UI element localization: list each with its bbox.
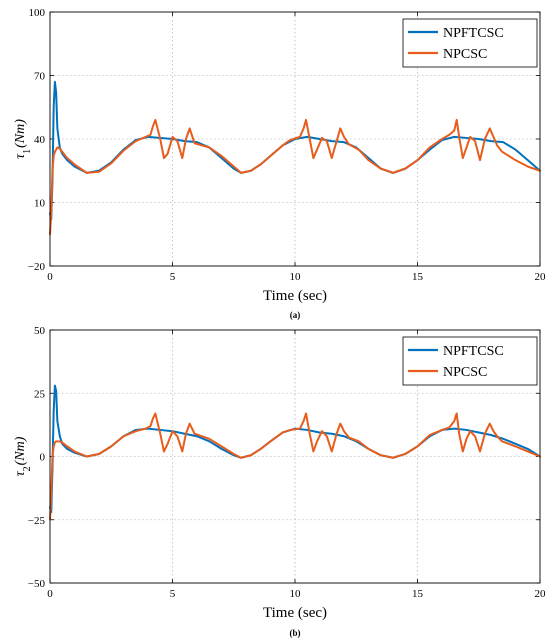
legend-box <box>402 18 538 68</box>
x-axis-label: Time (sec) <box>263 605 327 621</box>
series-group <box>49 384 541 521</box>
series-group <box>49 80 541 236</box>
x-tick-label: 0 <box>47 588 53 600</box>
chart-panel-b: 0 5 10 15 20 50 25 0 −25 −50 Time (sec) τ2(Nm) (b) NP… <box>13 325 546 638</box>
x-tick-label: 10 <box>290 588 302 600</box>
axes-frame <box>49 329 541 584</box>
y-axis: 50 25 0 −25 −50 <box>28 325 540 590</box>
x-tick-label: 0 <box>47 271 53 283</box>
y-tick-label: −20 <box>28 261 46 273</box>
legend: NPFTCSC NPCSC <box>402 336 538 386</box>
y-tick-label: −50 <box>28 578 46 590</box>
y-tick-label: 0 <box>40 452 46 464</box>
y-tick-label: 10 <box>34 198 46 210</box>
legend-label-npftcsc: NPFTCSC <box>443 344 504 359</box>
y-label-unit: (Nm) <box>13 119 28 148</box>
y-label-symbol: τ <box>13 470 28 476</box>
y-tick-label: 40 <box>34 134 46 146</box>
y-label-symbol: τ <box>13 153 28 159</box>
legend: NPFTCSC NPCSC <box>402 18 538 68</box>
x-tick-label: 20 <box>535 588 547 600</box>
subfigure-label: (b) <box>290 628 301 638</box>
x-tick-label: 10 <box>290 271 302 283</box>
axes-frame <box>49 11 541 267</box>
x-axis-label: Time (sec) <box>263 288 327 304</box>
y-tick-label: 100 <box>29 7 46 19</box>
series-line-npcsc <box>49 412 541 521</box>
x-tick-label: 20 <box>535 271 547 283</box>
y-axis-label: τ2(Nm) <box>13 436 33 476</box>
subfigure-label: (a) <box>290 310 301 320</box>
legend-box <box>402 336 538 386</box>
y-label-subscript: 2 <box>22 466 33 471</box>
legend-label-npcsc: NPCSC <box>443 47 487 62</box>
y-tick-label: 50 <box>34 325 46 337</box>
x-tick-label: 5 <box>170 588 176 600</box>
x-tick-label: 15 <box>412 271 424 283</box>
x-tick-label: 5 <box>170 271 176 283</box>
legend-label-npcsc: NPCSC <box>443 365 487 380</box>
y-tick-label: −25 <box>28 515 46 527</box>
legend-label-npftcsc: NPFTCSC <box>443 26 504 41</box>
y-tick-label: 25 <box>34 388 46 400</box>
y-tick-label: 70 <box>34 71 46 83</box>
x-tick-label: 15 <box>412 588 424 600</box>
y-axis-label: τ1(Nm) <box>13 119 33 159</box>
series-line-npcsc <box>49 118 541 236</box>
chart-panel-a: 0 5 10 15 20 100 70 40 10 −20 Time (sec) τ1(Nm) (a) N… <box>13 7 546 320</box>
y-label-subscript: 1 <box>22 149 33 154</box>
y-label-unit: (Nm) <box>13 436 28 465</box>
